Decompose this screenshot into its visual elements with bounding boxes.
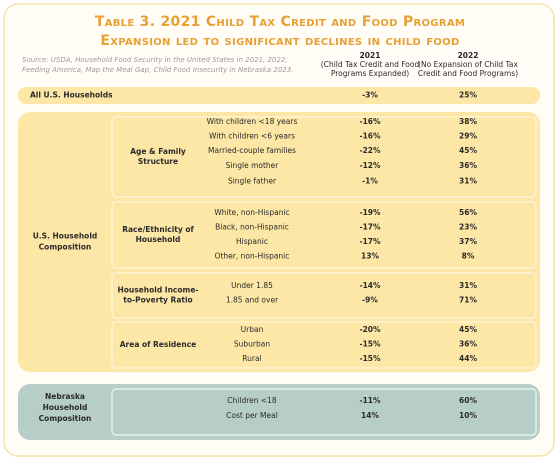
group-label: Household <box>136 235 181 244</box>
cell: 71% <box>459 296 477 305</box>
source: Source: USDA, Household Food Security in… <box>22 56 288 64</box>
title: Table 3. 2021 Child Tax Credit and Food … <box>95 14 465 30</box>
group-label: to-Poverty Ratio <box>123 296 192 305</box>
cell: 44% <box>459 354 477 363</box>
cell: 45% <box>459 146 477 155</box>
ne-block <box>18 384 540 440</box>
section-label: Composition <box>39 414 92 423</box>
group-box <box>111 272 537 319</box>
cell: 60% <box>459 396 477 405</box>
cell: -16% <box>359 117 381 126</box>
row-label: Cost per Meal <box>226 411 278 420</box>
row-label: All U.S. Households <box>30 91 113 100</box>
col-year: 2021 <box>360 51 381 60</box>
group-label: Race/Ethnicity of <box>122 225 194 234</box>
group-label: Household Income- <box>117 286 198 295</box>
col-note: (No Expansion of Child Tax <box>418 60 518 69</box>
cell: 8% <box>462 252 475 261</box>
cell: 23% <box>459 223 477 232</box>
row-label: Single mother <box>226 161 280 170</box>
col-note: Credit and Food Programs) <box>418 69 518 78</box>
cell: 10% <box>459 411 477 420</box>
cell: -17% <box>359 223 381 232</box>
source: Feeding America, Map the Meal Gap, Child… <box>22 66 293 74</box>
group-box <box>111 116 537 198</box>
group-label: Structure <box>138 157 178 166</box>
us-block <box>18 112 540 372</box>
cell: -1% <box>362 177 378 186</box>
cell: -15% <box>359 340 381 349</box>
cell: 37% <box>459 237 477 246</box>
row-label: Single father <box>228 177 277 186</box>
section-label: U.S. Household <box>33 232 98 241</box>
group-label: Age & Family <box>130 147 186 156</box>
section-label: Composition <box>39 243 92 252</box>
row-label: With children <18 years <box>207 117 298 126</box>
cell: 29% <box>459 132 477 141</box>
col-year: 2022 <box>458 51 479 60</box>
cell: -9% <box>362 296 378 305</box>
cell: -16% <box>359 132 381 141</box>
row-label: Rural <box>242 354 261 363</box>
section-label: Nebraska <box>45 392 85 401</box>
all-band <box>18 87 540 104</box>
group-box <box>111 388 537 436</box>
section-label: Household <box>43 403 88 412</box>
cell: 36% <box>459 340 477 349</box>
cell: -19% <box>359 208 381 217</box>
row-label: Suburban <box>234 340 270 349</box>
cell: 38% <box>459 117 477 126</box>
row-label: With children <6 years <box>209 132 295 141</box>
col-note: Programs Expanded) <box>331 69 409 78</box>
cell: 45% <box>459 325 477 334</box>
row-label: Married-couple families <box>208 146 296 155</box>
col-note: (Child Tax Credit and Food <box>321 60 420 69</box>
cell: 36% <box>459 161 477 170</box>
cell: -11% <box>359 396 381 405</box>
row-label: White, non-Hispanic <box>214 208 289 217</box>
cell: 31% <box>459 177 477 186</box>
row-label: Children <18 <box>227 396 277 405</box>
group-box <box>111 321 537 369</box>
cell: -17% <box>359 237 381 246</box>
cell: -15% <box>359 354 381 363</box>
row-label: Urban <box>241 325 264 334</box>
row-label: 1.85 and over <box>226 296 279 305</box>
cell: 31% <box>459 281 477 290</box>
cell: -14% <box>359 281 381 290</box>
cell: 14% <box>361 411 379 420</box>
cell: 13% <box>361 252 379 261</box>
cell: 25% <box>459 91 477 100</box>
cell: -22% <box>359 146 381 155</box>
row-label: Hispanic <box>236 237 268 246</box>
cell: -20% <box>359 325 381 334</box>
cell: -3% <box>362 91 378 100</box>
title: Expansion led to significant declines in… <box>100 33 459 49</box>
cell: -12% <box>359 161 381 170</box>
row-label: Other, non-Hispanic <box>215 252 290 261</box>
cell: 56% <box>459 208 477 217</box>
row-label: Black, non-Hispanic <box>215 223 289 232</box>
group-box <box>111 201 537 269</box>
row-label: Under 1.85 <box>231 281 273 290</box>
group-label: Area of Residence <box>120 340 197 349</box>
